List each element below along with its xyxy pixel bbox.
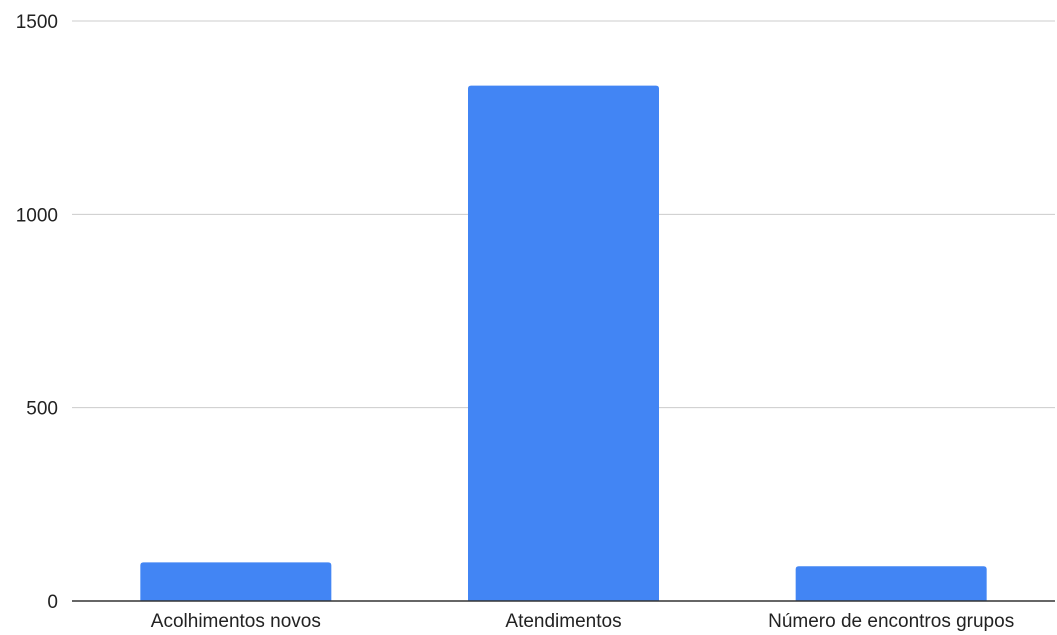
bar [468, 85, 659, 601]
y-tick-label: 0 [47, 592, 58, 613]
x-category-label: Número de encontros grupos [768, 611, 1014, 632]
y-tick-label: 1500 [16, 12, 58, 33]
x-category-label: Acolhimentos novos [151, 611, 321, 632]
y-tick-label: 1000 [16, 205, 58, 226]
bar [795, 566, 987, 601]
bar [140, 562, 332, 601]
x-category-label: Atendimentos [505, 611, 621, 632]
bars [140, 85, 987, 601]
y-tick-label: 500 [26, 399, 58, 420]
x-axis-labels: Acolhimentos novos Atendimentos Número de … [151, 611, 1014, 632]
y-axis-ticks: 0 500 1000 1500 [16, 12, 58, 613]
